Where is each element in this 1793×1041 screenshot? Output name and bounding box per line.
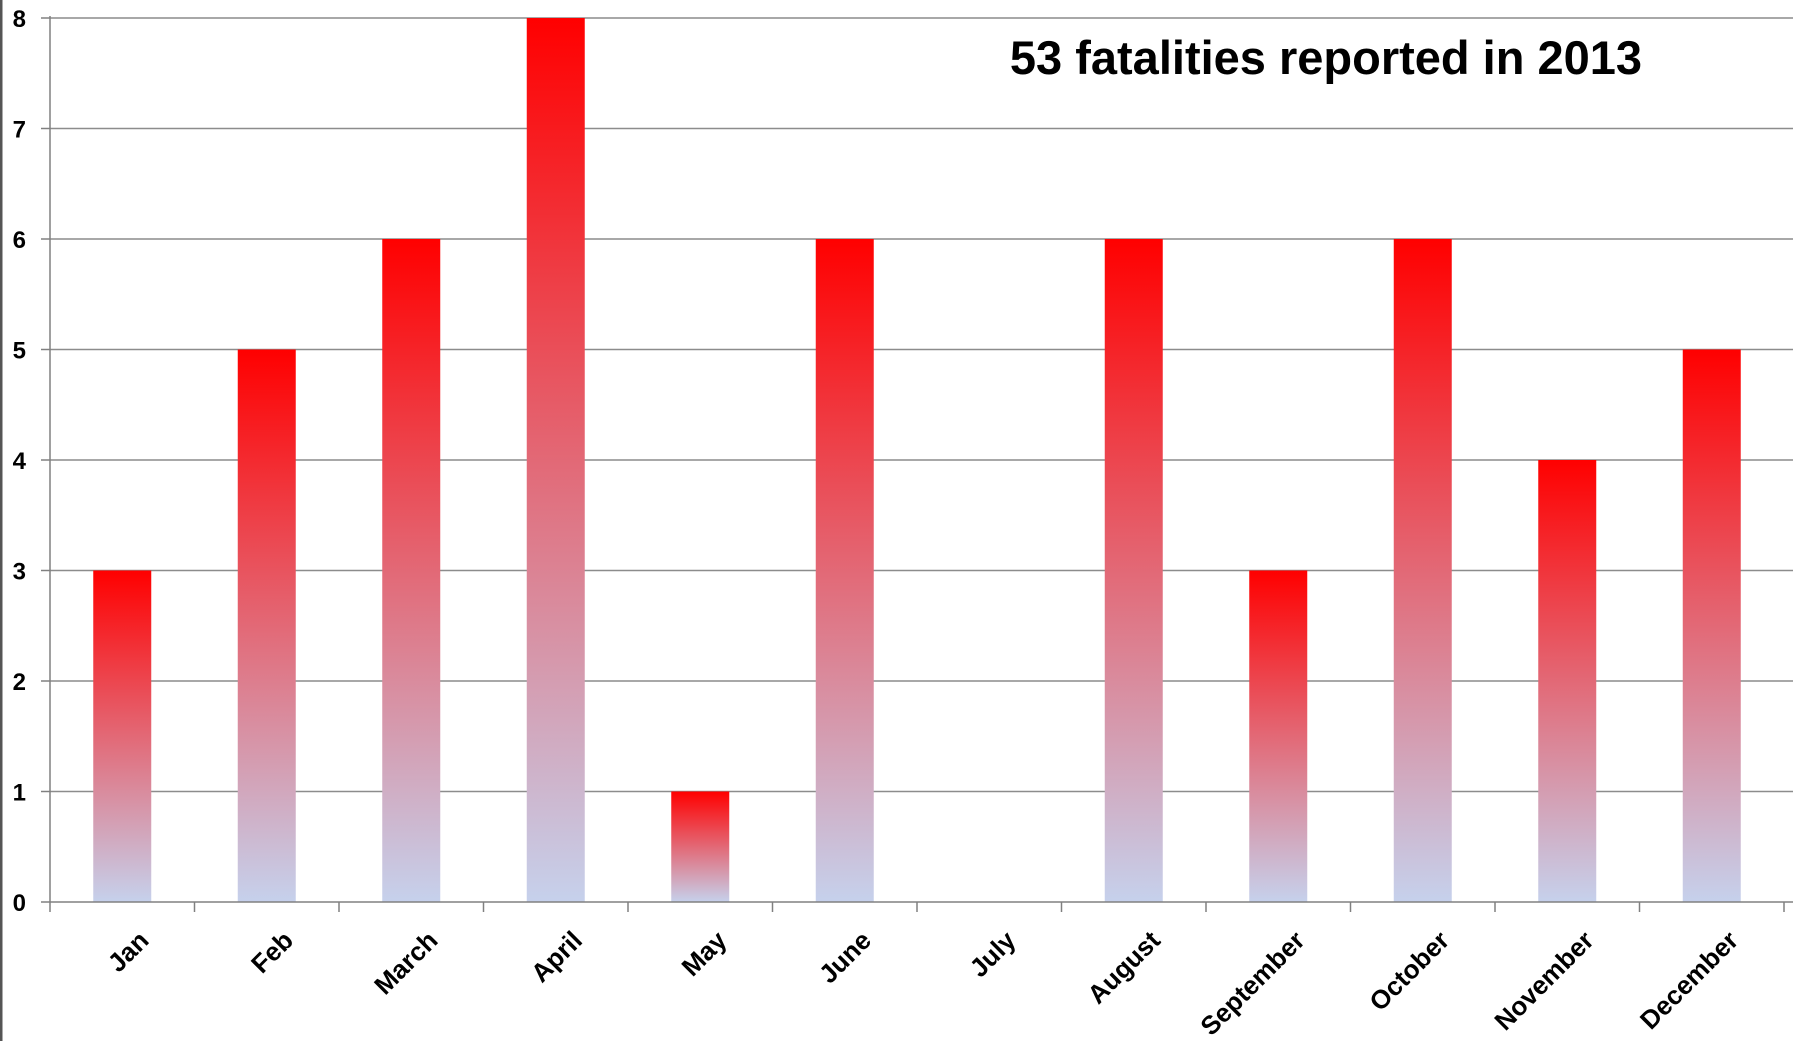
x-tick-label: September bbox=[1194, 925, 1310, 1041]
y-tick-label: 4 bbox=[13, 448, 27, 475]
x-tick-label: Feb bbox=[245, 925, 299, 979]
y-tick-label: 1 bbox=[13, 780, 26, 807]
bar-december bbox=[1682, 349, 1741, 902]
x-tick-label: May bbox=[676, 925, 733, 982]
x-tick-label: December bbox=[1634, 925, 1744, 1035]
y-tick-label: 0 bbox=[13, 890, 26, 917]
x-tick-label: Jan bbox=[102, 925, 155, 978]
bars bbox=[93, 18, 1741, 902]
axes bbox=[41, 16, 1793, 912]
bar-june bbox=[815, 239, 874, 902]
y-tick-label: 7 bbox=[13, 117, 26, 144]
bar-august bbox=[1104, 239, 1163, 902]
y-tick-label: 6 bbox=[13, 227, 26, 254]
gridlines bbox=[50, 17, 1793, 793]
x-tick-label: August bbox=[1081, 925, 1166, 1010]
bar-may bbox=[671, 791, 730, 902]
y-tick-label: 5 bbox=[13, 338, 26, 365]
bar-march bbox=[382, 239, 441, 902]
x-tick-label: November bbox=[1488, 925, 1599, 1036]
x-tick-label: March bbox=[368, 925, 443, 1000]
bar-november bbox=[1538, 460, 1597, 902]
chart-title: 53 fatalities reported in 2013 bbox=[1010, 31, 1642, 84]
bar-september bbox=[1249, 570, 1308, 902]
bar-april bbox=[526, 18, 585, 902]
bar-feb bbox=[237, 349, 296, 902]
x-tick-label: April bbox=[525, 925, 588, 988]
y-tick-label: 8 bbox=[13, 6, 26, 33]
x-tick-label: July bbox=[963, 925, 1021, 983]
y-tick-label: 2 bbox=[13, 669, 26, 696]
y-tick-label: 3 bbox=[13, 559, 26, 586]
x-tick-label: October bbox=[1363, 925, 1455, 1017]
x-tick-label: June bbox=[813, 925, 877, 989]
bar-jan bbox=[93, 570, 152, 902]
bar-october bbox=[1393, 239, 1452, 902]
